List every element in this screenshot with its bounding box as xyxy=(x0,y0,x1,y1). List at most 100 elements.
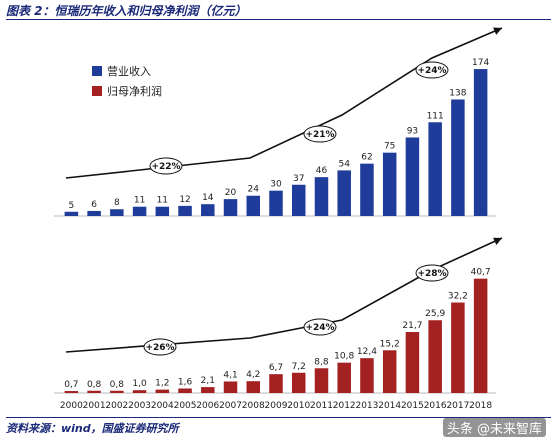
profit-value-label-2016: 25,9 xyxy=(425,309,445,319)
profit-value-label-2005: 1,6 xyxy=(178,378,193,388)
profit-panel: 0,7 0,8 0,8 1,0 1,2 1,6 2,1 4,1 4,2 6,7 7,2 8,8 10,8… xyxy=(54,237,503,394)
revenue-value-label-2015: 93 xyxy=(407,126,418,136)
revenue-value-label-2006: 14 xyxy=(202,193,214,203)
profit-bar-2003 xyxy=(132,390,147,393)
profit-bar-2011 xyxy=(314,368,329,393)
source-rule xyxy=(6,417,551,418)
profit-growth-badge-0 xyxy=(143,338,177,356)
revenue-value-label-2009: 30 xyxy=(270,180,282,190)
x-tick-2007: 2007 xyxy=(219,401,242,411)
revenue-growth-label-1: +21% xyxy=(305,130,334,140)
revenue-bar-2002 xyxy=(110,209,124,216)
x-tick-2000: 2000 xyxy=(60,401,83,411)
x-tick-2014: 2014 xyxy=(378,401,401,411)
profit-value-label-2015: 21,7 xyxy=(402,321,422,331)
figure-title: 图表 2：恒瑞历年收入和归母净利润（亿元） xyxy=(6,4,247,18)
x-tick-2011: 2011 xyxy=(310,401,333,411)
profit-value-label-2007: 4,1 xyxy=(223,370,237,380)
x-tick-2001: 2001 xyxy=(83,401,106,411)
x-tick-2015: 2015 xyxy=(401,401,424,411)
profit-bar-2017 xyxy=(451,302,465,393)
revenue-value-label-2000: 5 xyxy=(69,201,75,211)
revenue-value-label-2001: 6 xyxy=(91,200,97,210)
revenue-growth-badge-0 xyxy=(149,157,183,175)
revenue-value-label-2002: 8 xyxy=(114,198,120,208)
revenue-bar-2014 xyxy=(382,152,397,216)
profit-trend-arrowhead xyxy=(493,237,502,245)
profit-bar-2013 xyxy=(360,358,374,393)
profit-bar-2014 xyxy=(382,350,397,393)
revenue-value-label-2008: 24 xyxy=(248,185,260,195)
profit-value-label-2009: 6,7 xyxy=(269,363,283,373)
profit-value-label-2003: 1,0 xyxy=(132,379,147,389)
revenue-growth-label-0: +22% xyxy=(151,162,180,172)
title-rule xyxy=(6,19,551,20)
revenue-bar-2006 xyxy=(201,204,215,216)
revenue-bar-2012 xyxy=(337,170,351,216)
profit-growth-label-1: +24% xyxy=(305,323,334,333)
profit-bar-2007 xyxy=(223,381,238,393)
x-tick-2008: 2008 xyxy=(242,401,265,411)
profit-value-label-2006: 2,1 xyxy=(201,376,215,386)
profit-bar-2016 xyxy=(428,320,442,393)
revenue-bar-2011 xyxy=(314,177,329,216)
revenue-growth-label-2: +24% xyxy=(417,66,446,76)
revenue-value-label-2007: 20 xyxy=(225,188,237,198)
revenue-value-label-2004: 11 xyxy=(157,196,168,206)
revenue-bar-2007 xyxy=(223,199,238,216)
revenue-panel: 5 6 8 11 11 12 14 20 24 30 37 46 54 62 75 93 111 138 174 +2… xyxy=(54,27,503,217)
profit-bar-2004 xyxy=(155,389,170,393)
x-tick-2005: 2005 xyxy=(174,401,197,411)
x-tick-2002: 2002 xyxy=(105,401,128,411)
revenue-bar-2015 xyxy=(405,137,420,216)
profit-value-label-2014: 15,2 xyxy=(380,339,400,349)
profit-value-label-2001: 0,8 xyxy=(87,380,102,390)
revenue-growth-badge-2 xyxy=(415,61,449,79)
revenue-bar-2001 xyxy=(87,210,101,216)
revenue-bar-2003 xyxy=(132,206,147,216)
revenue-bar-2016 xyxy=(428,122,442,216)
legend-label-profit: 归母净利润 xyxy=(107,84,162,98)
profit-bar-2006 xyxy=(201,387,215,393)
profit-bar-2002 xyxy=(110,390,124,393)
x-tick-2013: 2013 xyxy=(355,401,378,411)
profit-trend-line xyxy=(65,237,503,353)
revenue-bar-2017 xyxy=(451,99,465,216)
profit-value-label-2008: 4,2 xyxy=(246,370,260,380)
profit-value-label-2012: 10,8 xyxy=(334,352,354,362)
revenue-value-label-2014: 75 xyxy=(384,142,395,152)
revenue-growth-badge-1 xyxy=(303,125,337,143)
profit-bar-2018 xyxy=(473,278,488,393)
legend-swatch-profit xyxy=(92,86,102,96)
revenue-bar-2018 xyxy=(473,69,488,216)
profit-bar-2012 xyxy=(337,362,351,393)
profit-bar-2008 xyxy=(246,381,261,393)
revenue-value-label-2016: 111 xyxy=(427,111,444,121)
revenue-trend-arrowhead xyxy=(493,27,502,35)
profit-growth-label-0: +26% xyxy=(145,343,174,353)
profit-value-label-2011: 8,8 xyxy=(314,357,329,367)
source-note: 资料来源：wind，国盛证券研究所 xyxy=(6,422,179,435)
profit-value-label-2013: 12,4 xyxy=(357,347,377,357)
revenue-value-label-2017: 138 xyxy=(449,88,466,98)
profit-bar-2000 xyxy=(64,391,79,393)
x-tick-2017: 2017 xyxy=(446,401,469,411)
legend-swatch-revenue xyxy=(92,66,102,76)
profit-value-label-2002: 0,8 xyxy=(110,380,125,390)
profit-value-label-2018: 40,7 xyxy=(471,268,491,278)
profit-growth-label-2: +28% xyxy=(417,269,446,279)
revenue-value-label-2012: 54 xyxy=(338,159,350,169)
revenue-value-label-2013: 62 xyxy=(361,153,372,163)
legend-label-revenue: 营业收入 xyxy=(107,64,151,78)
profit-bar-2001 xyxy=(87,390,101,393)
profit-bar-2010 xyxy=(291,372,306,393)
x-tick-2010: 2010 xyxy=(287,401,310,411)
revenue-bar-2009 xyxy=(269,190,283,216)
revenue-value-label-2011: 46 xyxy=(316,166,328,176)
x-tick-2012: 2012 xyxy=(333,401,356,411)
revenue-value-label-2003: 11 xyxy=(134,196,145,206)
revenue-value-label-2005: 12 xyxy=(179,195,190,205)
revenue-bar-2008 xyxy=(246,195,261,216)
